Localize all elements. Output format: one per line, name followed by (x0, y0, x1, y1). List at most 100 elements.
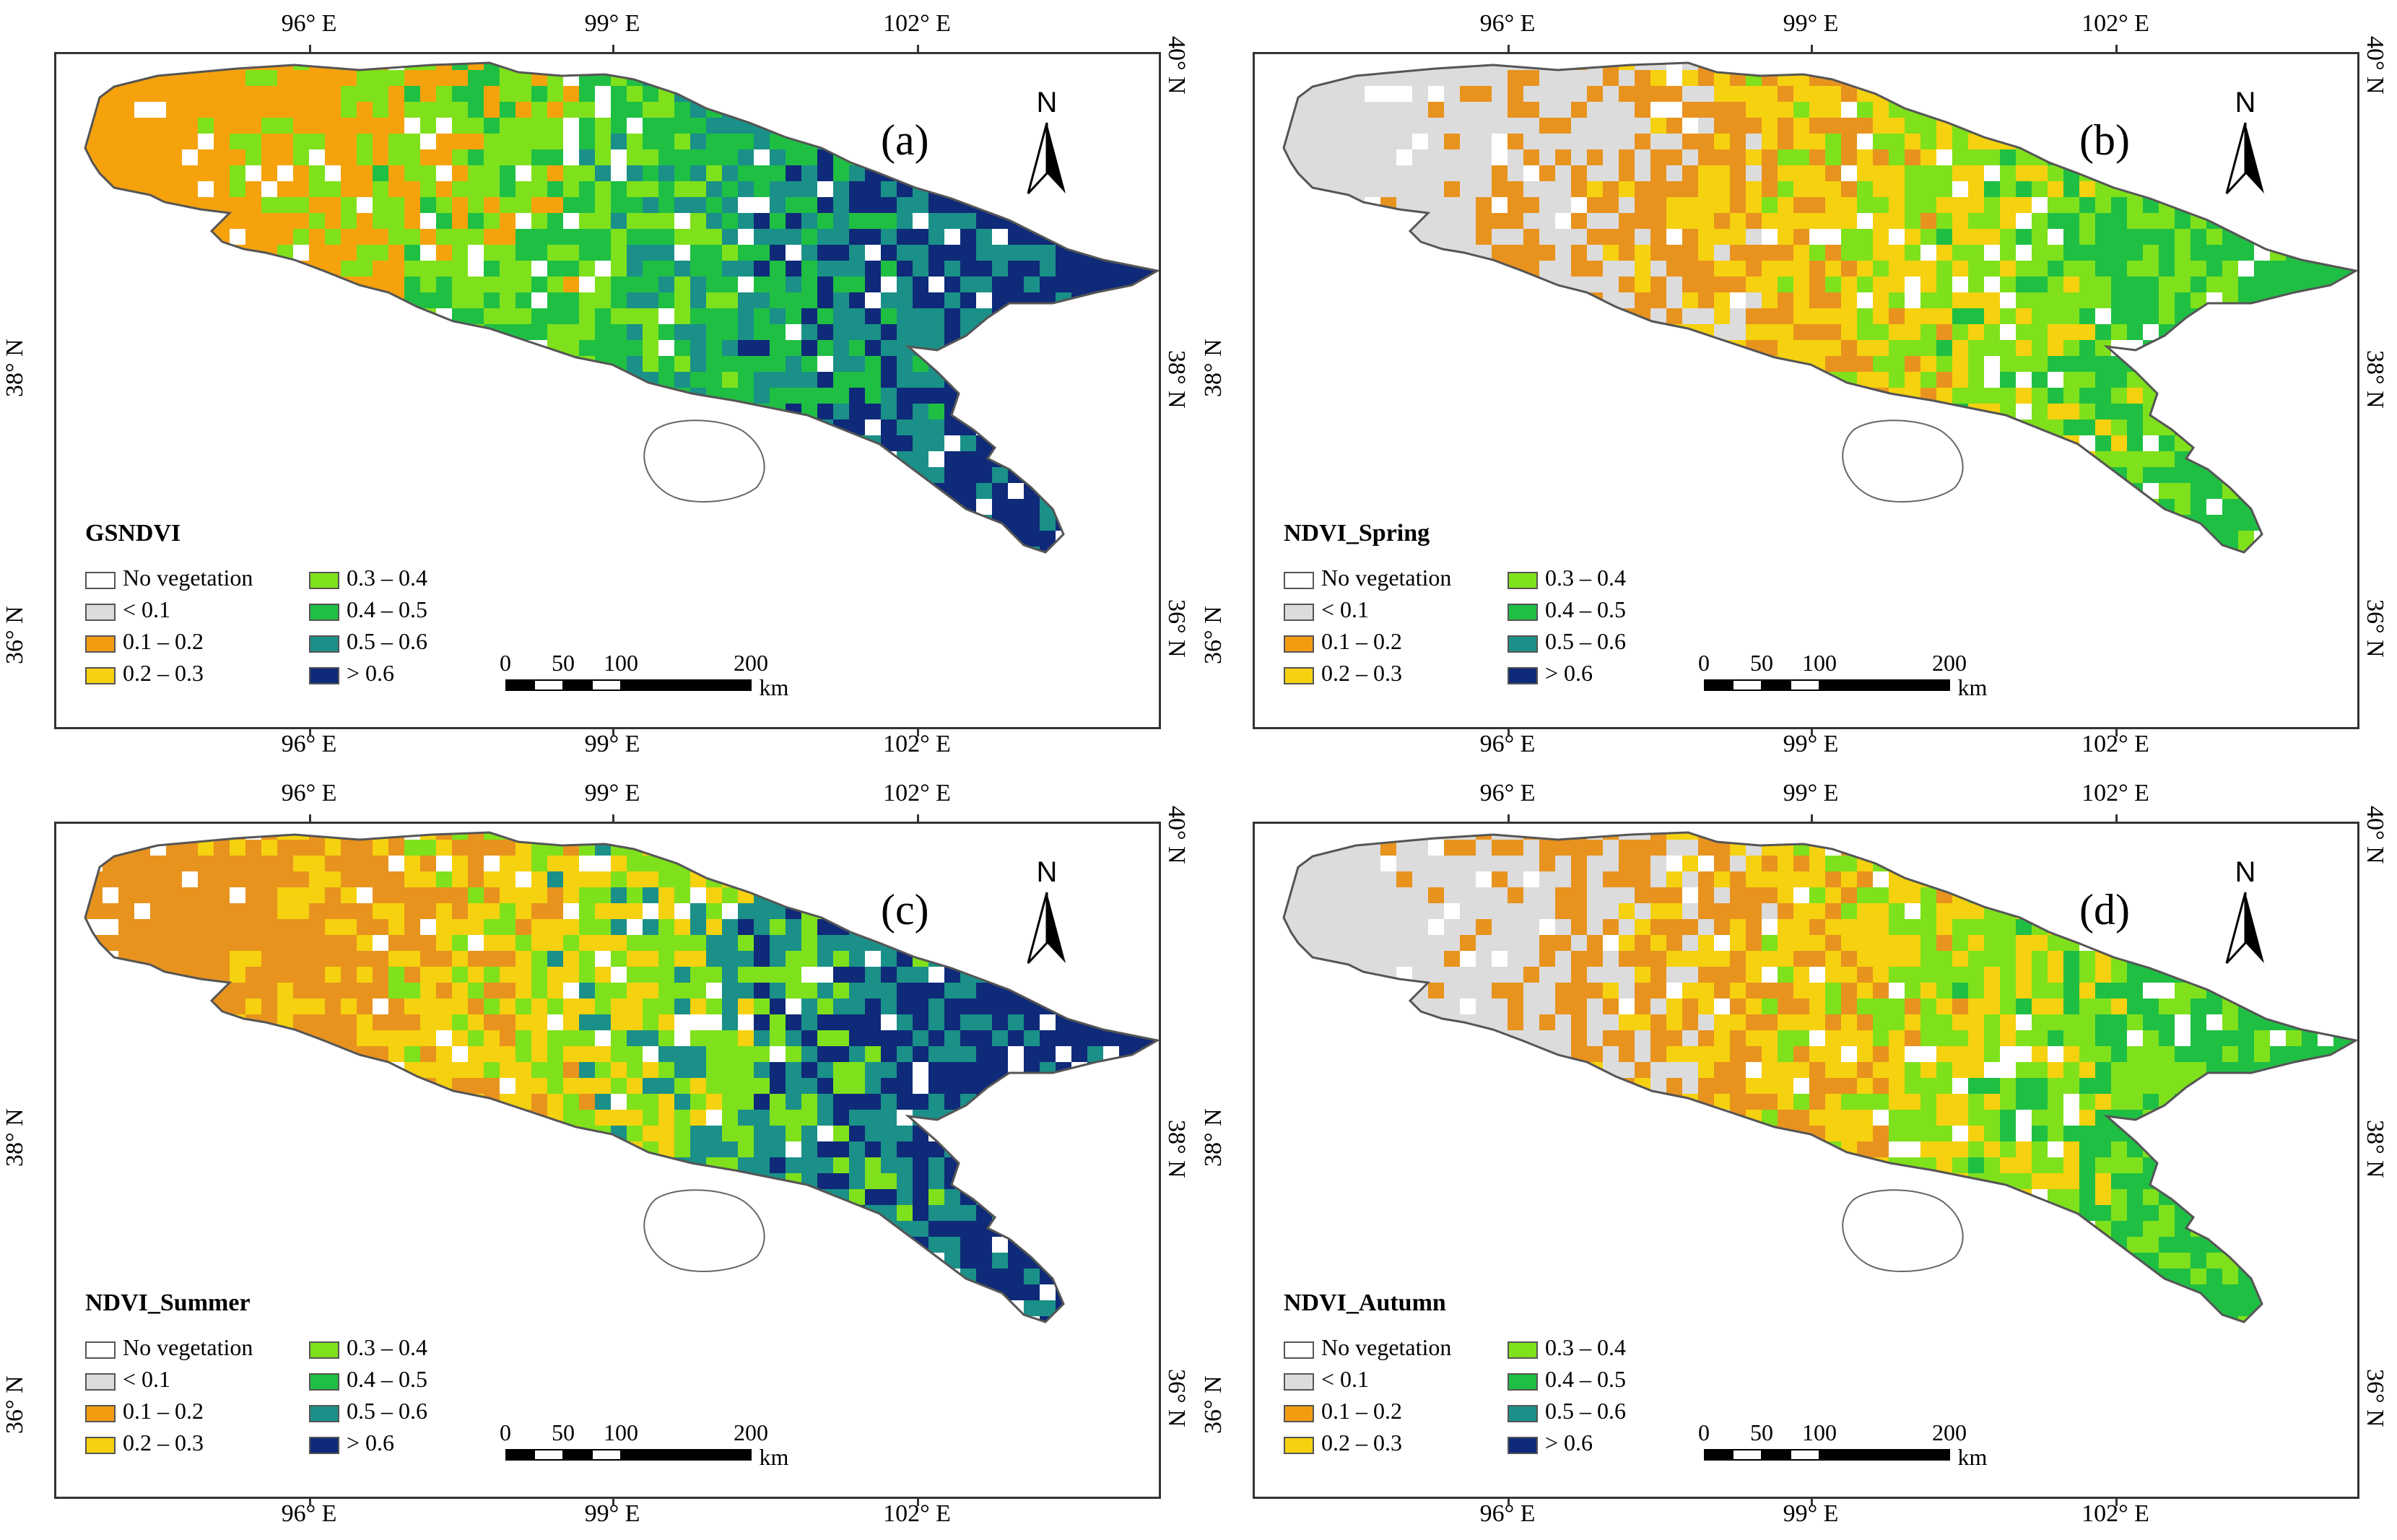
lake-shape (1842, 1189, 1964, 1272)
legend-label: No vegetation (123, 565, 253, 591)
lat-tick-label-right: 38° N (2362, 1120, 2388, 1178)
map-frame (54, 822, 1161, 1499)
map-panel-c: 96° E 96° E 99° E 99° E 102° E 102° E 38° N 36°… (0, 770, 1198, 1539)
north-arrow-icon: N (1018, 856, 1076, 965)
scale-tick-label: 200 (734, 650, 768, 676)
legend-item: > 0.6 (1508, 1430, 1593, 1456)
legend-swatch (1508, 571, 1538, 589)
lat-tick-label-right: 40° N (2362, 36, 2388, 95)
legend-item: No vegetation (85, 565, 253, 591)
legend-item: 0.4 – 0.5 (309, 1366, 427, 1393)
scale-tick-label: 100 (604, 1419, 638, 1445)
legend-swatch (1508, 1404, 1538, 1422)
legend-item: 0.5 – 0.6 (1508, 628, 1626, 655)
legend-label: 0.3 – 0.4 (347, 565, 427, 591)
legend-swatch (1284, 1372, 1314, 1391)
legend-item: < 0.1 (85, 1366, 170, 1393)
legend-swatch (85, 1436, 116, 1454)
lat-tick-label-right: 36° N (1163, 599, 1190, 658)
legend-swatch (1284, 666, 1314, 684)
lon-tick-mark (1508, 814, 1510, 822)
legend-item: 0.1 – 0.2 (85, 1398, 204, 1424)
legend-swatch (85, 635, 116, 653)
legend-swatch (85, 666, 116, 684)
region-map (84, 61, 1159, 554)
legend-label: 0.5 – 0.6 (347, 1398, 427, 1424)
legend-label: 0.2 – 0.3 (1321, 660, 1402, 686)
legend-swatch (1284, 1404, 1314, 1422)
legend-label: 0.3 – 0.4 (1545, 565, 1626, 591)
lake-shape (643, 419, 765, 503)
north-label: N (1036, 87, 1058, 118)
scale-unit: km (1957, 1444, 1988, 1470)
scale-unit: km (759, 674, 789, 700)
legend-swatch (1284, 1436, 1314, 1454)
lat-tick-label-left: 38° N (1, 1108, 28, 1167)
legend-swatch (1508, 1436, 1538, 1454)
legend-label: 0.1 – 0.2 (123, 1398, 204, 1424)
legend-label: 0.4 – 0.5 (1545, 1366, 1626, 1392)
lon-tick-mark (309, 814, 311, 822)
region-outline (84, 831, 1159, 1323)
legend-item: < 0.1 (1284, 1366, 1369, 1393)
legend-title: GSNDVI (85, 520, 181, 547)
legend-label: 0.1 – 0.2 (123, 628, 204, 654)
legend-item: 0.2 – 0.3 (85, 1430, 204, 1456)
scale-tick-label: 50 (552, 650, 575, 676)
legend-item: 0.1 – 0.2 (85, 628, 204, 655)
legend-label: < 0.1 (123, 596, 171, 622)
legend-item: > 0.6 (309, 1430, 394, 1456)
legend-label: < 0.1 (1321, 1366, 1370, 1392)
legend-item: 0.2 – 0.3 (1284, 660, 1402, 687)
lon-tick-label-top: 102° E (2081, 780, 2149, 806)
lon-tick-mark (612, 729, 614, 736)
legend-item: 0.3 – 0.4 (309, 565, 427, 591)
legend-swatch (1284, 635, 1314, 653)
lat-tick-label-right: 38° N (1163, 1120, 1190, 1178)
scale-unit: km (1957, 674, 1988, 700)
lon-tick-mark (2115, 814, 2118, 822)
lon-tick-label-top: 96° E (281, 10, 337, 37)
map-panel-b: 96° E 96° E 99° E 99° E 102° E 102° E 38° N 36°… (1198, 0, 2397, 770)
legend-label: < 0.1 (1321, 596, 1370, 622)
legend-item: 0.3 – 0.4 (1508, 565, 1626, 591)
lon-tick-mark (1811, 814, 1813, 822)
legend-label: 0.1 – 0.2 (1321, 628, 1402, 654)
legend-title: NDVI_Summer (85, 1289, 251, 1316)
legend-swatch (1508, 1372, 1538, 1391)
lon-tick-label-top: 96° E (281, 780, 337, 806)
legend-label: > 0.6 (347, 660, 395, 686)
ndvi-raster (1284, 63, 2356, 552)
ndvi-raster (85, 832, 1157, 1322)
map-panel-d: 96° E 96° E 99° E 99° E 102° E 102° E 38° N 36°… (1198, 770, 2397, 1539)
lat-tick-label-left: 38° N (1200, 339, 1227, 397)
lon-tick-mark (309, 45, 311, 52)
legend-label: 0.5 – 0.6 (1545, 1398, 1626, 1424)
lon-tick-mark (1508, 45, 1510, 52)
legend-label: 0.5 – 0.6 (347, 628, 427, 654)
legend-item: 0.3 – 0.4 (309, 1334, 427, 1361)
legend-label: > 0.6 (1545, 660, 1593, 686)
legend-title: NDVI_Spring (1284, 520, 1430, 547)
scale-tick-label: 0 (500, 650, 511, 676)
legend-item: No vegetation (1284, 1334, 1451, 1361)
legend-swatch (1284, 571, 1314, 589)
lat-tick-label-left: 36° N (1200, 1375, 1227, 1434)
lon-tick-mark (917, 45, 919, 52)
lat-tick-label-left: 38° N (1, 339, 28, 397)
legend-label: > 0.6 (347, 1430, 395, 1456)
legend-swatch (1508, 603, 1538, 621)
lat-tick-label-right: 40° N (1163, 806, 1190, 864)
panel-label: (b) (2079, 116, 2130, 164)
legend-swatch (1284, 1341, 1314, 1359)
legend-label: 0.3 – 0.4 (1545, 1334, 1626, 1360)
legend-label: 0.1 – 0.2 (1321, 1398, 1402, 1424)
lat-tick-label-right: 38° N (2362, 350, 2388, 409)
legend-swatch (85, 1404, 116, 1422)
lon-tick-label-top: 102° E (883, 780, 951, 806)
legend-label: 0.4 – 0.5 (1545, 596, 1626, 622)
lat-tick-label-left: 36° N (1200, 606, 1227, 664)
scale-tick-label: 100 (604, 650, 638, 676)
lat-tick-label-left: 36° N (1, 1375, 28, 1434)
legend-swatch (1508, 666, 1538, 684)
